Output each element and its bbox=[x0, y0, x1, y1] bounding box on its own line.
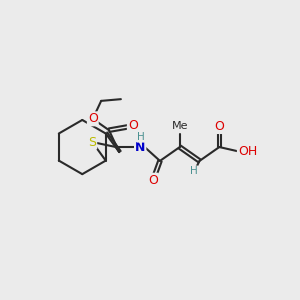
Text: S: S bbox=[88, 136, 96, 148]
Text: N: N bbox=[135, 141, 146, 154]
Text: Me: Me bbox=[172, 121, 188, 131]
Text: O: O bbox=[88, 112, 98, 125]
Text: O: O bbox=[214, 120, 224, 133]
Text: O: O bbox=[148, 174, 158, 187]
Text: O: O bbox=[128, 119, 138, 133]
Text: OH: OH bbox=[238, 145, 257, 158]
Text: H: H bbox=[190, 167, 197, 176]
Text: H: H bbox=[137, 132, 145, 142]
